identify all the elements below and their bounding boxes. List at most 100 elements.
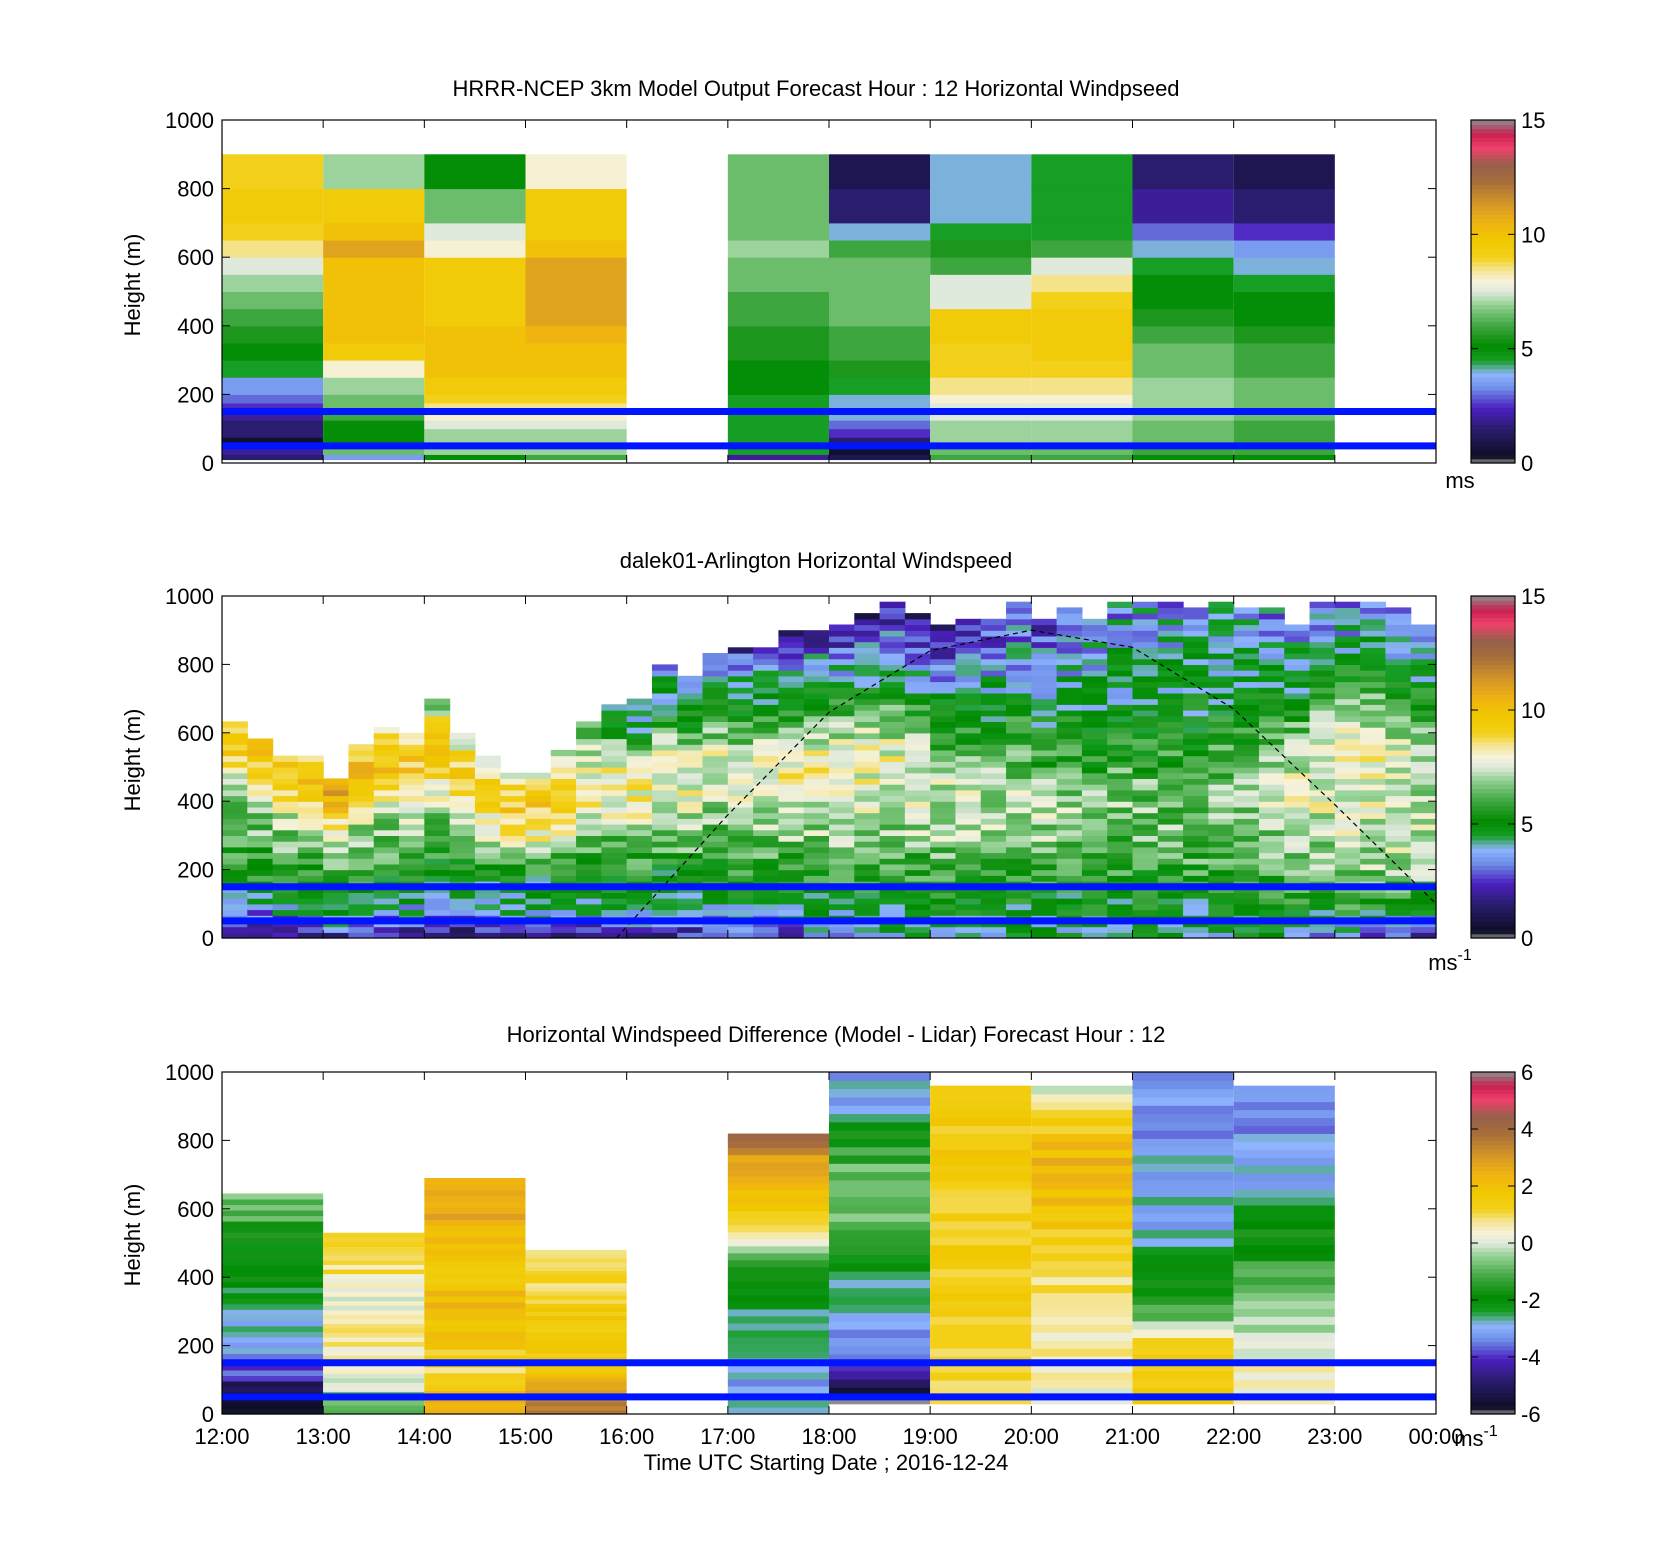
heatmap-cell (727, 1287, 829, 1296)
heatmap-cell (1208, 732, 1235, 740)
heatmap-cell (930, 732, 957, 740)
colorbar-segment (1471, 643, 1515, 648)
heatmap-cell (1107, 784, 1134, 791)
heatmap-cell (1284, 795, 1311, 802)
heatmap-cell (247, 789, 274, 797)
heatmap-cell (1385, 932, 1412, 939)
heatmap-cell (1284, 926, 1311, 933)
heatmap-cell (930, 1109, 1032, 1119)
heatmap-cell (753, 789, 780, 797)
heatmap-cell (1056, 653, 1083, 660)
heatmap-cell (677, 909, 704, 916)
colorbar-tick-label: 5 (1521, 812, 1533, 837)
heatmap-cell (1006, 687, 1032, 694)
heatmap-cell (1132, 394, 1234, 404)
heatmap-cell (930, 308, 1032, 327)
heatmap-cell (525, 1323, 627, 1329)
heatmap-cell (1309, 715, 1336, 722)
heatmap-cell (753, 681, 780, 688)
heatmap-cell (1157, 635, 1184, 643)
heatmap-cell (272, 892, 299, 899)
heatmap-cell (576, 727, 602, 734)
heatmap-cell (222, 240, 324, 258)
heatmap-cell (1385, 613, 1412, 620)
heatmap-cell (1006, 755, 1032, 762)
heatmap-cell (753, 692, 780, 700)
heatmap-cell (424, 841, 451, 848)
heatmap-cell (222, 789, 248, 797)
heatmap-cell (1360, 635, 1387, 643)
heatmap-cell (753, 932, 780, 939)
heatmap-cell (474, 841, 501, 848)
heatmap-cell (1132, 613, 1159, 620)
heatmap-cell (1132, 738, 1159, 745)
heatmap-cell (1081, 704, 1108, 711)
heatmap-cell (1233, 806, 1260, 814)
heatmap-cell (1107, 812, 1134, 819)
heatmap-cell (576, 846, 602, 854)
heatmap-cell (727, 846, 754, 854)
heatmap-cell (1385, 607, 1412, 614)
heatmap-cell (222, 727, 248, 734)
heatmap-cell (829, 420, 931, 430)
heatmap-cell (1006, 835, 1032, 842)
heatmap-cell (247, 898, 274, 905)
x-ticks (221, 120, 1437, 463)
heatmap-cell (1233, 675, 1260, 683)
heatmap-cell (1309, 869, 1336, 876)
heatmap-cell (677, 698, 704, 705)
colorbar-segment (1471, 385, 1515, 391)
heatmap-cell (980, 658, 1007, 665)
heatmap-cell (399, 829, 425, 836)
heatmap-cell (651, 698, 678, 705)
heatmap-cell (955, 824, 982, 831)
heatmap-cell (424, 852, 451, 859)
heatmap-cell (778, 898, 805, 905)
heatmap-cell (1309, 812, 1336, 819)
heatmap-cell (1031, 1363, 1133, 1373)
heatmap-cell (651, 852, 678, 859)
heatmap-cell (1056, 824, 1083, 831)
heatmap-cell (626, 806, 653, 814)
heatmap-cell (323, 222, 425, 241)
colorbar-segment (1471, 1251, 1515, 1257)
heatmap-cell (297, 852, 324, 859)
heatmap-cell (1006, 601, 1032, 608)
colorbar-segment (1471, 248, 1515, 254)
heatmap-cell (651, 721, 678, 728)
heatmap-cell (1233, 692, 1260, 700)
heatmap-cell (727, 1168, 829, 1177)
heatmap-cell (955, 926, 982, 933)
heatmap-cell (1360, 670, 1387, 677)
heatmap-cell (1183, 721, 1209, 728)
heatmap-cell (500, 824, 527, 831)
heatmap-cell (1385, 727, 1412, 734)
heatmap-cell (1360, 727, 1387, 734)
heatmap-cell (474, 846, 501, 854)
colorbar-segment (1471, 1405, 1515, 1411)
heatmap-cell (829, 1353, 931, 1363)
heatmap-cell (222, 454, 324, 461)
heatmap-cell (904, 846, 931, 854)
colorbar-tick-label: 15 (1521, 584, 1545, 609)
heatmap-cell (1309, 806, 1336, 814)
heatmap-cell (727, 428, 829, 438)
colorbar-tick-label: 6 (1521, 1060, 1533, 1085)
heatmap-cell (854, 755, 881, 762)
heatmap-cell (955, 704, 982, 711)
heatmap-cell (1132, 360, 1234, 378)
heatmap-cell (424, 308, 526, 327)
heatmap-cell (1183, 647, 1209, 654)
heatmap-cell (1334, 761, 1361, 768)
heatmap-cell (449, 858, 476, 865)
heatmap-cell (525, 1315, 627, 1321)
heatmap-cell (753, 841, 780, 848)
colorbar-segment (1471, 1277, 1515, 1283)
heatmap-cell (778, 801, 805, 808)
heatmap-cell (829, 1121, 931, 1131)
heatmap-cell (550, 784, 577, 791)
heatmap-cell (348, 898, 375, 905)
heatmap-cell (323, 1373, 425, 1379)
heatmap-cell (272, 801, 299, 808)
heatmap-cell (1385, 670, 1412, 677)
